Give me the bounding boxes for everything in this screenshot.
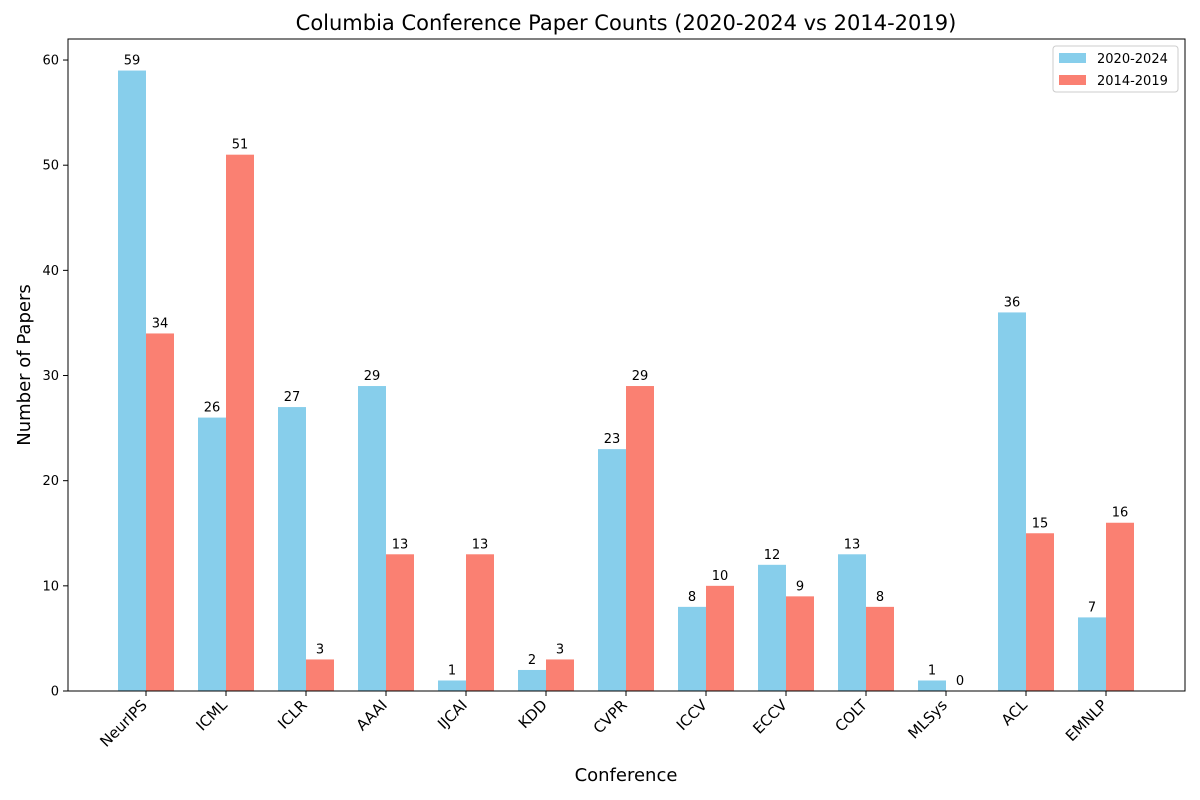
data-label: 26 <box>204 401 221 416</box>
data-label: 13 <box>472 537 489 552</box>
data-label: 12 <box>764 548 781 563</box>
data-label: 3 <box>316 642 324 657</box>
bar-cvpr-2020-2024 <box>598 449 626 691</box>
bar-aaai-2020-2024 <box>358 386 386 691</box>
y-tick-label: 20 <box>42 474 59 489</box>
x-tick-label-iccv: ICCV <box>673 696 711 734</box>
bar-acl-2014-2019 <box>1026 533 1054 691</box>
bar-iccv-2014-2019 <box>706 585 734 691</box>
bar-cvpr-2014-2019 <box>626 386 654 691</box>
data-label: 29 <box>632 369 649 384</box>
x-tick-label-acl: ACL <box>998 696 1032 730</box>
data-label: 8 <box>688 590 696 605</box>
x-tick-label-mlsys: MLSys <box>905 696 951 742</box>
y-tick-label: 50 <box>42 159 59 174</box>
bar-aaai-2014-2019 <box>386 554 414 691</box>
x-tick-label-ijcai: IJCAI <box>434 696 471 733</box>
bar-icml-2014-2019 <box>226 154 254 691</box>
data-label: 13 <box>844 537 861 552</box>
x-tick-label-iclr: ICLR <box>274 696 311 733</box>
bar-eccv-2020-2024 <box>758 564 786 691</box>
y-tick-label: 60 <box>42 54 59 69</box>
data-label: 23 <box>604 432 621 447</box>
bar-emnlp-2020-2024 <box>1078 617 1106 691</box>
x-tick-label-neurips: NeurIPS <box>96 696 151 751</box>
bar-mlsys-2020-2024 <box>918 680 946 691</box>
y-tick-label: 0 <box>51 685 59 700</box>
y-axis-title: Number of Papers <box>14 284 35 445</box>
x-tick-label-cvpr: CVPR <box>590 696 631 737</box>
bar-kdd-2014-2019 <box>546 659 574 691</box>
bar-ijcai-2020-2024 <box>438 680 466 691</box>
bar-ijcai-2014-2019 <box>466 554 494 691</box>
data-label: 27 <box>284 390 301 405</box>
bar-colt-2020-2024 <box>838 554 866 691</box>
data-label: 2 <box>528 653 536 668</box>
data-label: 10 <box>712 569 729 584</box>
data-label: 3 <box>556 642 564 657</box>
data-label: 51 <box>232 138 249 153</box>
data-label: 59 <box>124 54 141 69</box>
data-label: 15 <box>1032 516 1049 531</box>
bar-iccv-2020-2024 <box>678 606 706 691</box>
y-tick-label: 30 <box>42 369 59 384</box>
data-label: 8 <box>876 590 884 605</box>
legend-label: 2014-2019 <box>1097 74 1168 89</box>
data-label: 1 <box>448 663 456 678</box>
y-tick-label: 10 <box>42 579 59 594</box>
bar-icml-2020-2024 <box>198 417 226 691</box>
legend-swatch-2020-2024 <box>1059 53 1086 63</box>
bar-neurips-2014-2019 <box>146 333 174 691</box>
x-tick-label-icml: ICML <box>193 696 232 735</box>
x-tick-label-colt: COLT <box>831 696 871 736</box>
bar-iclr-2020-2024 <box>278 407 306 691</box>
chart-title: Columbia Conference Paper Counts (2020-2… <box>296 11 957 35</box>
legend: 2020-2024 2014-2019 <box>1052 45 1179 93</box>
x-axis-title: Conference <box>575 765 678 786</box>
data-label: 29 <box>364 369 381 384</box>
data-label: 34 <box>152 316 169 331</box>
legend-label: 2020-2024 <box>1097 52 1168 67</box>
bar-eccv-2014-2019 <box>786 596 814 691</box>
data-label: 36 <box>1004 295 1021 310</box>
data-label: 16 <box>1112 506 1129 521</box>
y-tick-label: 40 <box>42 264 59 279</box>
bar-kdd-2020-2024 <box>518 669 546 691</box>
x-tick-label-eccv: ECCV <box>749 696 791 738</box>
x-tick-label-kdd: KDD <box>515 696 551 732</box>
bar-neurips-2020-2024 <box>118 70 146 691</box>
data-label: 7 <box>1088 600 1096 615</box>
data-label: 13 <box>392 537 409 552</box>
data-label: 1 <box>928 663 936 678</box>
bar-iclr-2014-2019 <box>306 659 334 691</box>
data-label: 0 <box>956 674 964 689</box>
data-label: 9 <box>796 579 804 594</box>
bar-acl-2020-2024 <box>998 312 1026 691</box>
x-tick-label-emnlp: EMNLP <box>1062 696 1111 745</box>
x-tick-label-aaai: AAAI <box>353 696 391 734</box>
bar-emnlp-2014-2019 <box>1106 522 1134 691</box>
bar-colt-2014-2019 <box>866 606 894 691</box>
legend-swatch-2014-2019 <box>1059 75 1086 85</box>
